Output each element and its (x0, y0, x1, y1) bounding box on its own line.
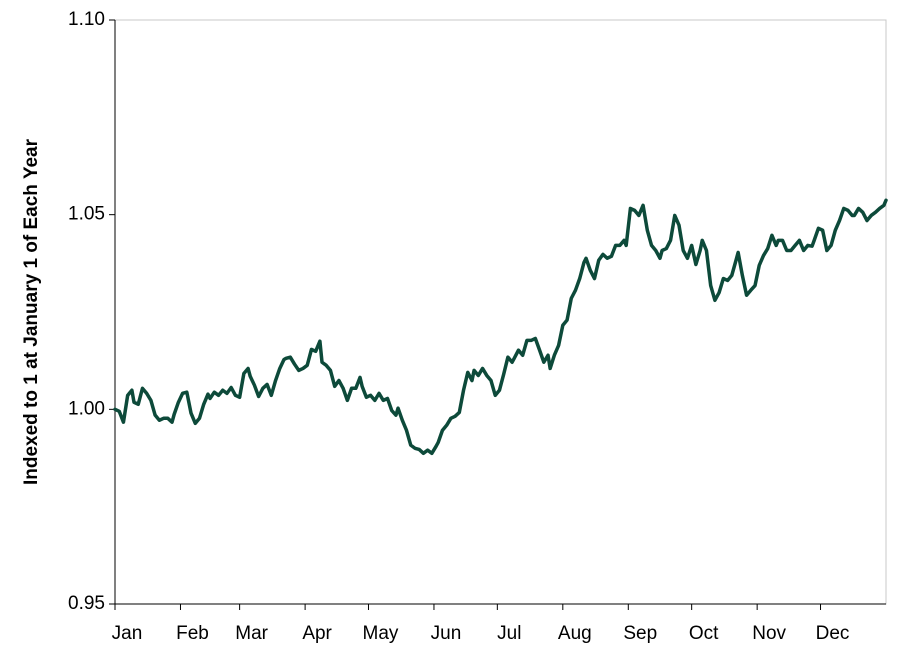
x-tick-label: Jan (112, 623, 143, 644)
x-tick-label: Jul (497, 623, 521, 644)
x-tick-label: Mar (235, 623, 268, 644)
y-tick-label: 1.00 (68, 398, 105, 419)
x-tick-label: Dec (816, 623, 850, 644)
x-tick-label: Feb (176, 623, 209, 644)
y-axis-title: Indexed to 1 at January 1 of Each Year (21, 138, 42, 485)
x-tick-label: Nov (752, 623, 786, 644)
x-tick-label: Apr (302, 623, 332, 644)
x-tick-label: Aug (558, 623, 592, 644)
plot-frame (114, 19, 887, 605)
x-tick-label: May (363, 623, 399, 644)
x-tick-label: Jun (431, 623, 462, 644)
y-tick-label: 1.05 (68, 204, 105, 225)
line-series (113, 198, 888, 456)
x-tick-label: Oct (689, 623, 719, 644)
x-tick-label: Sep (623, 623, 657, 644)
y-tick-label: 1.10 (68, 9, 105, 30)
y-tick-label: 0.95 (68, 593, 105, 614)
